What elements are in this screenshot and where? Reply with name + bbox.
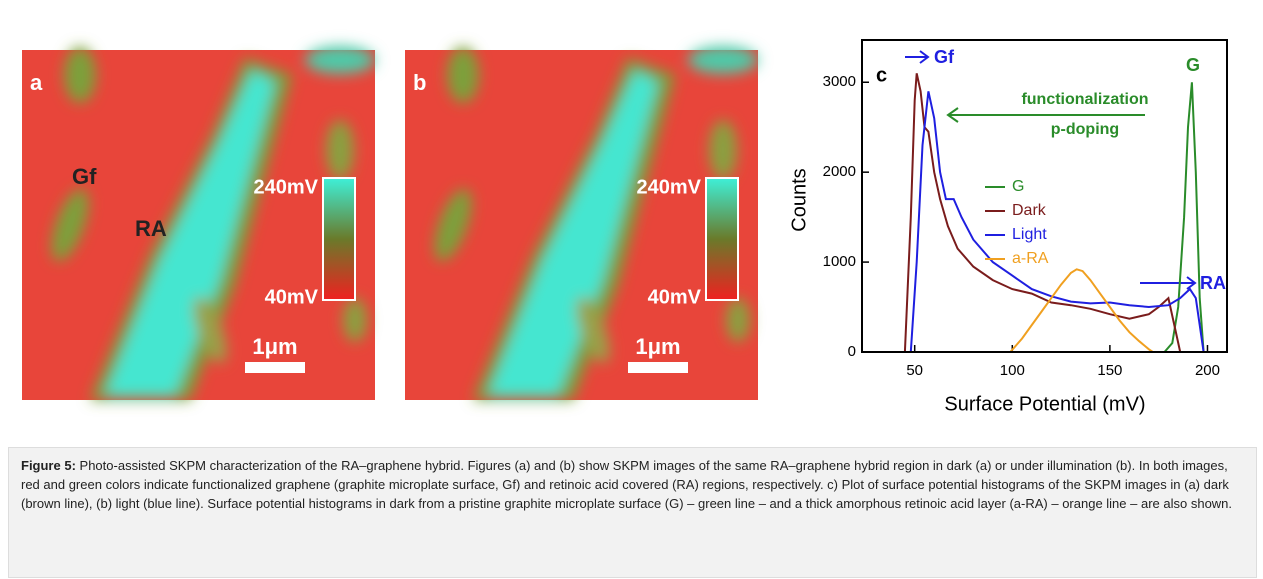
scalebar-label: 1μm [252, 334, 297, 359]
x-tick-label: 100 [1000, 362, 1025, 379]
colorbar-max: 240mV [254, 176, 319, 198]
y-tick-label: 2000 [823, 163, 856, 180]
series-line [1010, 269, 1153, 352]
caption-label: Figure 5: [21, 458, 76, 473]
panel-label: a [30, 70, 43, 95]
scalebar-label: 1μm [635, 334, 680, 359]
annotation: G [1186, 55, 1200, 75]
annotation: Gf [934, 47, 955, 67]
caption-text: Photo-assisted SKPM characterization of … [21, 458, 1232, 511]
figure: a Gf RA 240mV 40mV 1μm b 240mV 40mV 1μm … [0, 0, 1263, 440]
y-tick-label: 1000 [823, 253, 856, 270]
legend-label: Dark [1012, 202, 1047, 219]
x-tick-label: 150 [1097, 362, 1122, 379]
arrow [948, 108, 1145, 122]
panel-label: c [876, 64, 887, 86]
panel-b: b 240mV 40mV 1μm [405, 46, 758, 400]
y-tick-label: 3000 [823, 73, 856, 90]
colorbar-min: 40mV [648, 286, 702, 308]
colorbar-min: 40mV [265, 286, 319, 308]
feature-label: Gf [72, 164, 97, 189]
plot-frame [862, 40, 1227, 352]
feature-label: RA [135, 216, 167, 241]
arrow [1140, 277, 1195, 289]
annotation: p-doping [1051, 121, 1119, 138]
y-tick-label: 0 [848, 343, 856, 360]
legend-label: a-RA [1012, 250, 1049, 267]
legend-label: Light [1012, 226, 1047, 243]
y-axis-label: Counts [788, 168, 810, 231]
annotation: functionalization [1021, 91, 1148, 108]
legend-label: G [1012, 178, 1024, 195]
x-tick-label: 50 [906, 362, 923, 379]
colorbar-max: 240mV [637, 176, 702, 198]
panel-c: Counts Surface Potential (mV) c Gf G fun… [788, 40, 1227, 415]
arrows [905, 51, 1195, 289]
x-tick-label: 200 [1195, 362, 1220, 379]
annotation: RA [1200, 273, 1226, 293]
caption: Figure 5: Photo-assisted SKPM characteri… [8, 447, 1257, 578]
arrow [905, 51, 928, 63]
panel-label: b [413, 70, 426, 95]
x-axis-label: Surface Potential (mV) [944, 393, 1145, 415]
page: a Gf RA 240mV 40mV 1μm b 240mV 40mV 1μm … [0, 0, 1263, 579]
panel-a: a Gf RA 240mV 40mV 1μm [22, 46, 375, 400]
